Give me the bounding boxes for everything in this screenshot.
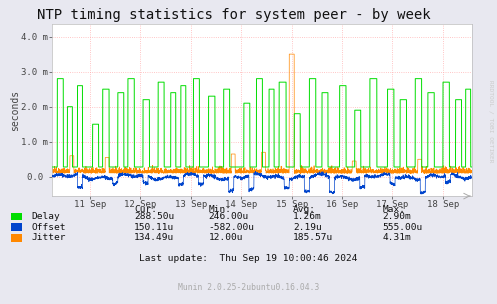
Text: 288.50u: 288.50u — [134, 212, 174, 221]
Text: Offset: Offset — [31, 223, 66, 232]
Text: NTP timing statistics for system peer - by week: NTP timing statistics for system peer - … — [37, 8, 430, 22]
Text: 134.49u: 134.49u — [134, 233, 174, 242]
Text: Delay: Delay — [31, 212, 60, 221]
Text: 12.00u: 12.00u — [209, 233, 243, 242]
Text: Last update:  Thu Sep 19 10:00:46 2024: Last update: Thu Sep 19 10:00:46 2024 — [139, 254, 358, 263]
Text: 2.90m: 2.90m — [383, 212, 412, 221]
Y-axis label: seconds: seconds — [10, 90, 20, 131]
Text: RRDTOOL / TOBI OETIKER: RRDTOOL / TOBI OETIKER — [489, 80, 494, 163]
Text: 246.00u: 246.00u — [209, 212, 249, 221]
Text: 555.00u: 555.00u — [383, 223, 423, 232]
Text: Munin 2.0.25-2ubuntu0.16.04.3: Munin 2.0.25-2ubuntu0.16.04.3 — [178, 283, 319, 292]
Text: 185.57u: 185.57u — [293, 233, 333, 242]
Text: 150.11u: 150.11u — [134, 223, 174, 232]
Text: Avg:: Avg: — [293, 205, 316, 214]
Text: 4.31m: 4.31m — [383, 233, 412, 242]
Text: Cur:: Cur: — [134, 205, 157, 214]
Text: 1.26m: 1.26m — [293, 212, 322, 221]
Text: Min:: Min: — [209, 205, 232, 214]
Text: Max:: Max: — [383, 205, 406, 214]
Text: Jitter: Jitter — [31, 233, 66, 242]
Text: -582.00u: -582.00u — [209, 223, 255, 232]
Text: 2.19u: 2.19u — [293, 223, 322, 232]
